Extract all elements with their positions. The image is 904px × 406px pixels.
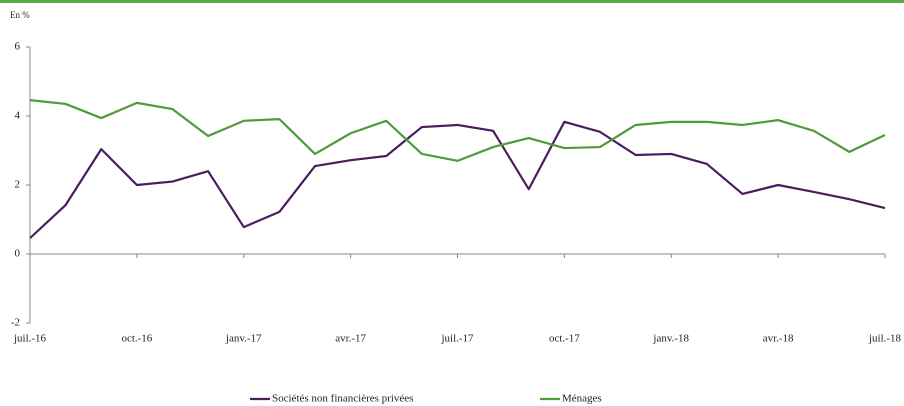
x-tick-label: juil.-18 [868, 333, 902, 345]
x-tick-label: janv.-17 [225, 333, 262, 345]
x-tick-label: juil.-16 [13, 333, 47, 345]
legend-label: Ménages [562, 393, 602, 405]
x-tick-label: oct.-17 [549, 333, 580, 345]
y-tick-label: -2 [11, 317, 20, 329]
y-tick-label: 2 [15, 179, 21, 191]
top-border [0, 0, 904, 3]
x-tick-label: oct.-16 [121, 333, 152, 345]
x-tick-label: janv.-18 [652, 333, 689, 345]
legend-label: Sociétés non financières privées [272, 393, 413, 405]
y-tick-label: 0 [15, 248, 21, 260]
y-tick-label: 6 [15, 41, 21, 53]
y-axis-label: En % [10, 10, 30, 20]
x-tick-label: avr.-18 [763, 333, 794, 345]
x-tick-label: juil.-17 [440, 333, 474, 345]
x-tick-label: avr.-17 [335, 333, 366, 345]
series-line [29, 99, 886, 162]
series-line [29, 120, 886, 239]
y-tick-label: 4 [15, 110, 21, 122]
